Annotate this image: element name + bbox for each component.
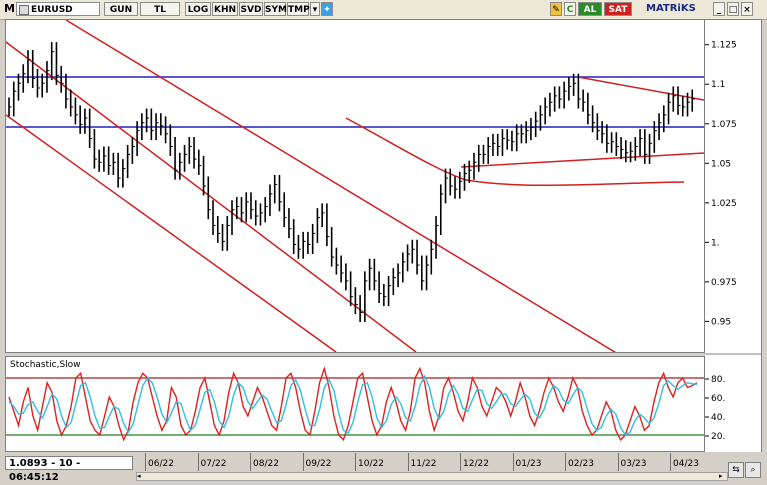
- descending-top-line[interactable]: [577, 76, 704, 101]
- y-tick-label: 1.025: [711, 199, 737, 209]
- buy-button[interactable]: AL: [578, 2, 602, 16]
- channel-upper-line[interactable]: [6, 41, 417, 352]
- x-tick: [617, 453, 619, 471]
- x-tick-label: 09/22: [305, 459, 332, 469]
- x-tick: [512, 453, 514, 471]
- x-tick: [197, 453, 199, 471]
- x-tick: [460, 453, 461, 471]
- x-tick-label: 03/23: [620, 459, 647, 469]
- x-tick: [302, 453, 304, 471]
- tl-button[interactable]: TL: [140, 2, 180, 16]
- x-tick: [565, 453, 566, 471]
- x-tick-label: 02/23: [568, 459, 594, 469]
- minimize-icon[interactable]: _: [713, 2, 725, 16]
- y-tick-label: 1.125: [711, 41, 737, 51]
- x-tick-label: 12/22: [463, 459, 489, 469]
- oscillator-canvas[interactable]: [6, 357, 704, 451]
- y-axis-panel: 1.125 1.1 1.075 1.05 1.025 1. 0.975 0.95 80. 60. 4…: [705, 19, 762, 452]
- x-tick-label: 11/22: [410, 459, 437, 469]
- oscillator-level-label: 20.: [711, 432, 725, 442]
- y-tick-label: 1.: [711, 238, 720, 248]
- oscillator-level-label: 80.: [711, 375, 725, 385]
- horizontal-scrollbar[interactable]: ◂ ▸: [136, 472, 728, 481]
- brand-label: MATRiKS: [646, 3, 696, 14]
- twitter-icon[interactable]: ✦: [321, 2, 333, 16]
- dropdown-arrow-icon[interactable]: ▾: [310, 2, 320, 16]
- svd-button[interactable]: SVD: [239, 2, 263, 16]
- symbol-field[interactable]: EURUSD: [16, 2, 100, 16]
- menu-letter[interactable]: M: [4, 2, 15, 15]
- c-button[interactable]: C: [564, 2, 576, 16]
- grid-icon: [19, 4, 29, 15]
- symbol-label: EURUSD: [31, 5, 73, 15]
- y-tick-label: 0.975: [711, 278, 737, 288]
- x-tick: [670, 453, 671, 471]
- oscillator-title: Stochastic,Slow: [10, 360, 81, 370]
- toolbar: M EURUSD GUN TL LOG KHN SVD SYM TMP ▾ ✦ …: [0, 0, 767, 20]
- x-tick-label: 10/22: [358, 459, 384, 469]
- x-tick: [355, 453, 356, 471]
- price-chart-canvas[interactable]: [6, 20, 704, 352]
- sync-icon[interactable]: ⇆: [728, 462, 744, 478]
- restore-icon[interactable]: □: [727, 2, 739, 16]
- oscillator-panel[interactable]: Stochastic,Slow: [5, 356, 705, 452]
- scroll-left-icon[interactable]: ◂: [137, 472, 141, 480]
- x-tick-label: 08/22: [253, 459, 279, 469]
- rising-trend-line[interactable]: [460, 152, 704, 168]
- y-axis: 1.125 1.1 1.075 1.05 1.025 1. 0.975 0.95 80. 60. 4…: [705, 41, 761, 442]
- stochastic-k-line: [8, 365, 698, 442]
- y-tick-label: 1.05: [711, 159, 731, 169]
- log-button[interactable]: LOG: [185, 2, 211, 16]
- tmp-button[interactable]: TMP: [287, 2, 310, 16]
- x-tick-label: 06/22: [148, 459, 174, 469]
- scroll-right-icon[interactable]: ▸: [719, 472, 723, 480]
- channel-lower-line[interactable]: [6, 114, 337, 352]
- x-tick-label: 07/22: [200, 459, 227, 469]
- y-tick-label: 0.95: [711, 317, 731, 327]
- close-icon[interactable]: ×: [741, 2, 753, 16]
- price-series: [8, 42, 695, 322]
- x-tick: [250, 453, 251, 471]
- price-readout: 1.0893 - 10 - 06:45:12: [5, 456, 133, 483]
- x-tick: [407, 453, 409, 471]
- x-tick-label: 01/23: [515, 459, 542, 469]
- y-tick-label: 1.075: [711, 120, 737, 130]
- oscillator-level-label: 40.: [711, 413, 725, 423]
- x-tick: [145, 453, 146, 471]
- y-tick-label: 1.1: [711, 80, 725, 90]
- pencil-icon[interactable]: ✎: [550, 2, 562, 16]
- sym-button[interactable]: SYM: [264, 2, 287, 16]
- price-chart[interactable]: [5, 19, 705, 353]
- stochastic-d-line: [8, 374, 698, 436]
- moving-average-line[interactable]: [345, 117, 685, 187]
- zoom-icon[interactable]: ⌕: [745, 462, 761, 478]
- x-tick-label: 04/23: [673, 459, 699, 469]
- gun-button[interactable]: GUN: [104, 2, 138, 16]
- channel-outer-line[interactable]: [65, 20, 618, 352]
- oscillator-level-label: 60.: [711, 394, 725, 404]
- sell-button[interactable]: SAT: [604, 2, 632, 16]
- bottom-bar: 1.0893 - 10 - 06:45:12 ⇆ ⌕ ◂ ▸: [0, 452, 767, 485]
- khn-button[interactable]: KHN: [212, 2, 238, 16]
